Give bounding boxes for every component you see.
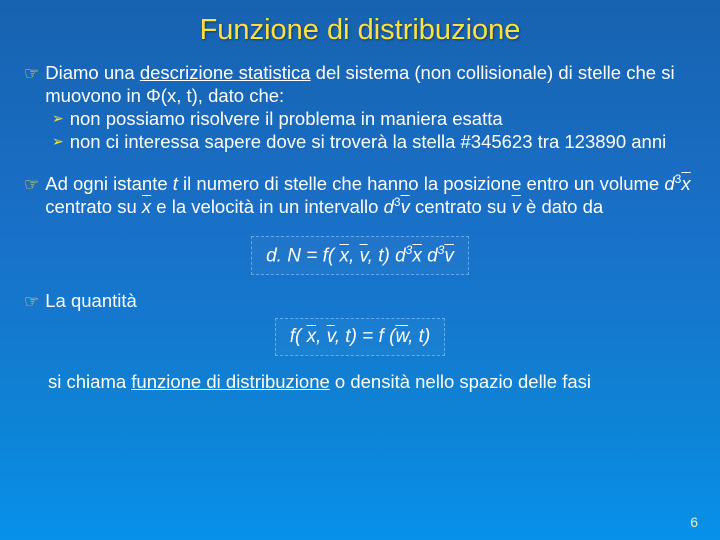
vector-v: v (327, 326, 335, 347)
text-frag-underline: descrizione statistica (140, 62, 311, 83)
bullet-3-text: La quantità (45, 289, 696, 312)
chevron-right-icon: ➢ (52, 110, 64, 128)
formula-2: f( x, v, t) = f (w, t) (275, 318, 446, 356)
sub-bullet-text: non possiamo risolvere il problema in ma… (70, 107, 696, 130)
text-frag: d (422, 245, 438, 266)
text-frag: il numero di stelle che hanno la posizio… (178, 173, 664, 194)
text-frag: , t) (408, 326, 430, 347)
text-frag: è dato da (521, 196, 603, 217)
text-frag: , (349, 245, 360, 266)
text-frag: f( (290, 326, 307, 347)
text-frag: si chiama (48, 371, 131, 392)
vector-v: v (512, 196, 521, 217)
slide-title: Funzione di distribuzione (0, 0, 720, 61)
text-frag: , (316, 326, 327, 347)
text-frag-italic: d (384, 196, 394, 217)
vector-w: w (395, 326, 408, 347)
text-frag: , t) d (368, 245, 406, 266)
text-frag: o densità nello spazio delle fasi (330, 371, 591, 392)
text-frag: centrato su (410, 196, 512, 217)
slide-number: 6 (690, 514, 698, 530)
formula-1: d. N = f( x, v, t) d3x d3v (251, 236, 469, 275)
text-frag: Ad ogni istante (45, 173, 173, 194)
vector-x: x (307, 326, 317, 347)
chevron-right-icon: ➢ (52, 133, 64, 151)
superscript: 3 (394, 195, 401, 209)
text-frag: , t) = f ( (335, 326, 396, 347)
text-frag: e la velocità in un intervallo (151, 196, 383, 217)
text-frag-underline: funzione di distribuzione (131, 371, 330, 392)
vector-v: v (444, 245, 454, 266)
bullet-1: ☞ Diamo una descrizione statistica del s… (24, 61, 696, 154)
text-frag-italic: d (664, 173, 674, 194)
bullet-1-text: Diamo una descrizione statistica del sis… (45, 61, 696, 107)
sub-bullet-text: non ci interessa sapere dove si troverà … (70, 130, 696, 153)
vector-v: v (401, 196, 410, 217)
bullet-3: ☞ La quantità (24, 289, 696, 312)
hand-right-icon: ☞ (24, 63, 39, 84)
bullet-2: ☞ Ad ogni istante t il numero di stelle … (24, 172, 696, 219)
hand-right-icon: ☞ (24, 174, 39, 195)
slide-content: ☞ Diamo una descrizione statistica del s… (0, 61, 720, 393)
vector-x: x (412, 245, 422, 266)
text-frag: d. N = f( (266, 245, 339, 266)
text-frag: Diamo una (45, 62, 140, 83)
vector-v: v (360, 245, 368, 266)
sub-bullet-1: ➢ non possiamo risolvere il problema in … (24, 107, 696, 130)
sub-bullet-2: ➢ non ci interessa sapere dove si trover… (24, 130, 696, 153)
closing-text: si chiama funzione di distribuzione o de… (24, 370, 696, 393)
vector-x: x (142, 196, 151, 217)
bullet-2-text: Ad ogni istante t il numero di stelle ch… (45, 172, 696, 219)
text-frag: centrato su (45, 196, 142, 217)
hand-right-icon: ☞ (24, 291, 39, 312)
vector-x: x (339, 245, 349, 266)
vector-x: x (681, 173, 690, 194)
